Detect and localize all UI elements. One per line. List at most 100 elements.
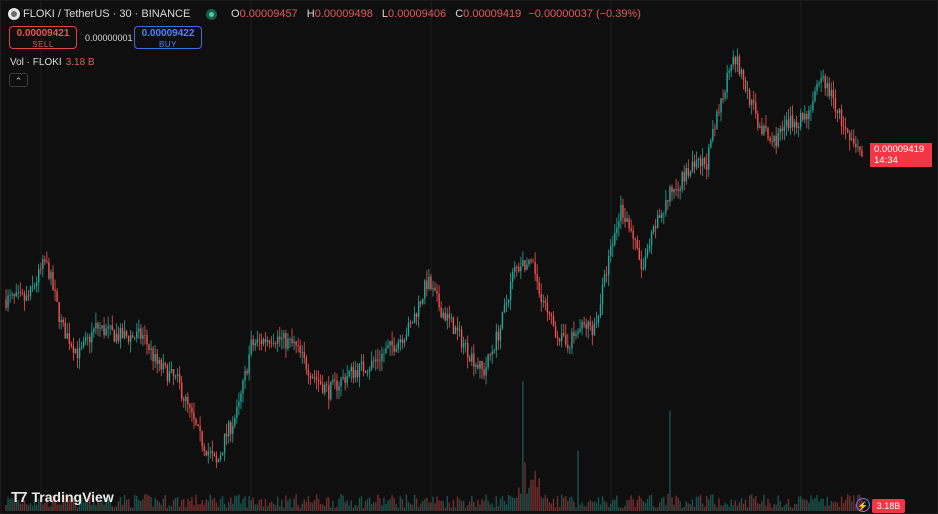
- volume-bar: [797, 496, 800, 511]
- buy-button[interactable]: 0.00009422 BUY: [134, 26, 202, 49]
- candle-body: [526, 264, 528, 270]
- candle-body: [291, 339, 293, 344]
- candle-body: [616, 227, 618, 233]
- volume-bar: [48, 506, 50, 511]
- volume-bar: [397, 507, 399, 511]
- volume-bar: [356, 506, 359, 511]
- volume-bar: [799, 496, 802, 511]
- candle-body: [708, 147, 710, 170]
- volume-bar: [323, 506, 326, 511]
- candle-body: [513, 266, 516, 272]
- candle-body: [187, 396, 189, 405]
- volume-bar: [826, 496, 828, 511]
- volume-bar: [432, 496, 434, 511]
- candle-body: [710, 140, 712, 148]
- candle-body: [851, 138, 853, 140]
- close-value: 0.00009419: [463, 8, 522, 20]
- candle-body: [840, 109, 843, 127]
- volume-bar: [736, 505, 739, 511]
- volume-bar: [810, 495, 812, 511]
- candle-body: [191, 407, 193, 413]
- volume-bar: [415, 498, 418, 511]
- candle-body: [505, 302, 508, 306]
- candle-body: [422, 298, 424, 304]
- volume-bar: [183, 499, 185, 511]
- volume-bar: [456, 496, 459, 511]
- candle-body: [107, 326, 109, 329]
- candle-body: [64, 322, 66, 339]
- volume-bar: [156, 500, 158, 511]
- candle-body: [744, 80, 747, 91]
- candle-body: [624, 217, 626, 222]
- volume-bar: [646, 498, 649, 511]
- volume-bar: [752, 498, 755, 511]
- candle-body: [134, 337, 136, 339]
- candle-body: [759, 125, 761, 128]
- candle-body: [250, 339, 252, 355]
- candle-body: [428, 276, 430, 290]
- volume-bar: [712, 494, 714, 511]
- candle-body: [540, 293, 542, 302]
- volume-bar: [72, 498, 75, 511]
- tradingview-logo[interactable]: Т7 TradingView: [11, 489, 114, 506]
- candle-body: [712, 128, 714, 141]
- volume-bar: [763, 494, 765, 511]
- volume-bar: [597, 497, 600, 511]
- market-open-icon: [206, 9, 217, 20]
- volume-bar: [389, 498, 391, 511]
- volume-bar: [436, 496, 438, 511]
- candle-body: [726, 72, 728, 93]
- chevron-up-icon[interactable]: ⌃: [9, 73, 28, 87]
- open-label: O: [231, 8, 240, 20]
- volume-bar: [697, 496, 700, 511]
- candle-body: [117, 333, 120, 342]
- volume-bar: [509, 496, 512, 511]
- candle-body: [546, 302, 549, 313]
- volume-bar: [368, 497, 371, 511]
- volume-bar: [434, 503, 436, 511]
- volume-bar: [652, 506, 655, 511]
- volume-bar: [321, 504, 324, 511]
- volume-bar: [46, 496, 48, 511]
- sell-button[interactable]: 0.00009421 SELL: [9, 26, 77, 49]
- volume-bar: [107, 498, 109, 511]
- candle-body: [142, 335, 144, 339]
- volume-bar: [691, 499, 694, 511]
- candle-body: [277, 336, 279, 344]
- volume-bar: [295, 494, 297, 511]
- candle-body: [787, 119, 790, 129]
- volume-bar: [632, 499, 634, 511]
- volume-bar: [665, 505, 667, 511]
- candle-body: [532, 261, 534, 263]
- volume-bar: [844, 499, 847, 511]
- candle-body: [168, 371, 171, 382]
- candle-body: [460, 329, 463, 348]
- candle-body: [520, 266, 522, 272]
- symbol-title[interactable]: FLOKI / TetherUS · 30 · BINANCE: [23, 8, 191, 20]
- volume-bar: [426, 497, 428, 511]
- candle-body: [287, 339, 289, 349]
- volume-bar: [166, 507, 169, 511]
- volume-bar: [11, 498, 13, 511]
- candle-body: [659, 215, 661, 218]
- volume-legend[interactable]: Vol · FLOKI 3.18 B: [10, 57, 95, 68]
- volume-bar: [150, 496, 152, 511]
- candle-body: [409, 322, 412, 324]
- volume-bar: [417, 507, 420, 511]
- candle-body: [575, 333, 577, 337]
- candle-body: [438, 293, 440, 308]
- candle-body: [385, 348, 387, 354]
- lightning-icon[interactable]: ⚡: [856, 498, 870, 512]
- volume-bar: [603, 501, 606, 511]
- volume-bar: [548, 502, 551, 511]
- candle-body: [781, 128, 784, 131]
- volume-bar: [123, 495, 126, 511]
- candle-body: [752, 100, 755, 103]
- candle-body: [360, 361, 363, 364]
- candle-body: [804, 113, 806, 120]
- candle-body: [256, 339, 259, 344]
- candle-body: [761, 125, 763, 135]
- volume-bar: [546, 498, 549, 511]
